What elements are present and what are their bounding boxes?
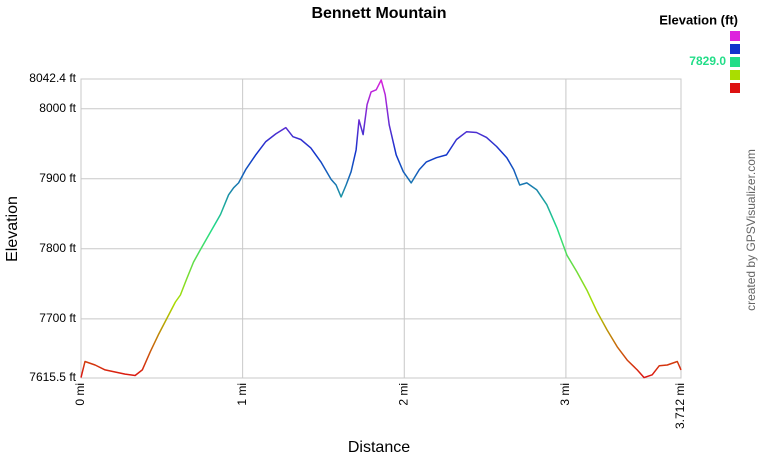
legend-swatch: [730, 83, 740, 93]
x-tick-label: 2 mi: [396, 383, 410, 406]
legend-swatch: [730, 57, 740, 67]
y-tick-label: 7615.5 ft: [29, 370, 76, 384]
x-axis-label: Distance: [348, 439, 410, 456]
plot-border: [80, 78, 682, 379]
chart-title: Bennett Mountain: [311, 5, 446, 22]
y-tick-label: 8042.4 ft: [29, 71, 76, 85]
legend-label: 7829.0: [689, 54, 726, 68]
x-tick-label: 1 mi: [235, 383, 249, 406]
x-tick-label: 0 mi: [73, 383, 87, 406]
x-tick-label: 3 mi: [558, 383, 572, 406]
y-tick-label: 7800 ft: [39, 241, 76, 255]
y-axis-label: Elevation: [4, 196, 21, 262]
y-tick-label: 8000 ft: [39, 101, 76, 115]
legend-swatch: [730, 44, 740, 54]
elevation-line: [80, 79, 682, 379]
legend-swatch: [730, 31, 740, 41]
credit: created by GPSVisualizer.com: [744, 149, 758, 311]
y-tick-label: 7700 ft: [39, 311, 76, 325]
legend-swatch: [730, 70, 740, 80]
x-tick-label: 3.712 mi: [673, 383, 687, 429]
legend-title: Elevation (ft): [659, 12, 738, 27]
y-tick-label: 7900 ft: [39, 171, 76, 185]
